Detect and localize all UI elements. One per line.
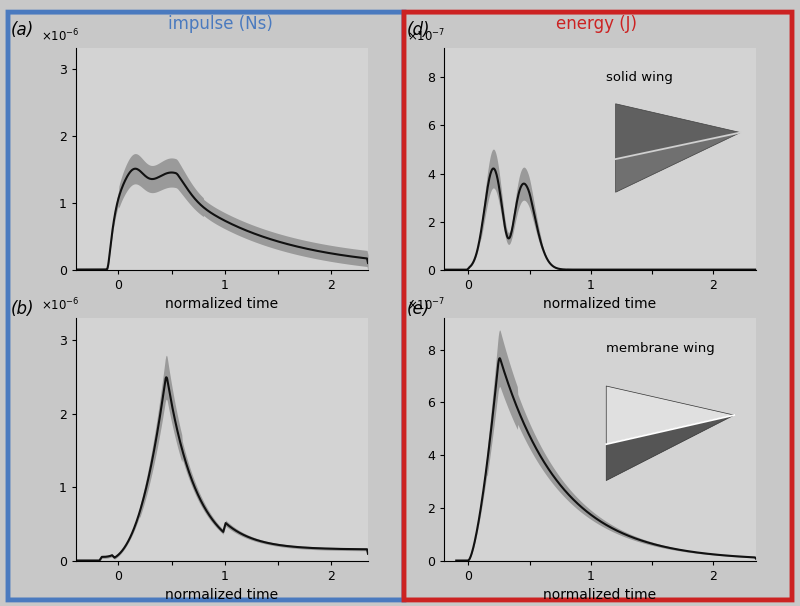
Text: solid wing: solid wing bbox=[606, 71, 673, 84]
Text: $\times10^{-7}$: $\times10^{-7}$ bbox=[406, 27, 445, 44]
Text: impulse (Ns): impulse (Ns) bbox=[167, 15, 273, 33]
Text: $\times10^{-6}$: $\times10^{-6}$ bbox=[41, 297, 79, 313]
Polygon shape bbox=[616, 104, 741, 159]
Text: $\times10^{-6}$: $\times10^{-6}$ bbox=[41, 27, 79, 44]
Polygon shape bbox=[606, 386, 734, 444]
Text: (b): (b) bbox=[10, 300, 34, 318]
X-axis label: normalized time: normalized time bbox=[166, 588, 278, 602]
Text: $\times10^{-7}$: $\times10^{-7}$ bbox=[406, 297, 445, 313]
Polygon shape bbox=[606, 415, 734, 481]
Text: membrane wing: membrane wing bbox=[606, 342, 715, 355]
Text: (d): (d) bbox=[406, 21, 430, 39]
X-axis label: normalized time: normalized time bbox=[543, 588, 657, 602]
X-axis label: normalized time: normalized time bbox=[543, 298, 657, 311]
Text: (e): (e) bbox=[406, 300, 430, 318]
X-axis label: normalized time: normalized time bbox=[166, 298, 278, 311]
Polygon shape bbox=[616, 133, 741, 192]
Text: energy (J): energy (J) bbox=[555, 15, 637, 33]
Text: (a): (a) bbox=[10, 21, 34, 39]
